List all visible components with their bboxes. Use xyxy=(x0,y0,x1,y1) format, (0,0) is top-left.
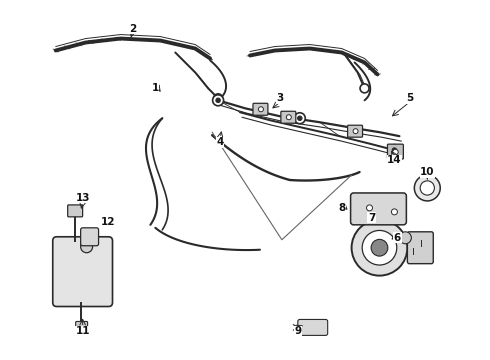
Text: 8: 8 xyxy=(338,203,345,213)
Circle shape xyxy=(415,175,440,201)
Circle shape xyxy=(392,148,396,152)
Text: 3: 3 xyxy=(276,93,284,103)
FancyBboxPatch shape xyxy=(53,237,113,306)
Circle shape xyxy=(297,116,302,121)
Circle shape xyxy=(389,145,400,156)
Text: 5: 5 xyxy=(406,93,413,103)
Text: 2: 2 xyxy=(129,24,136,33)
Circle shape xyxy=(294,113,305,124)
Circle shape xyxy=(213,95,223,106)
FancyBboxPatch shape xyxy=(281,111,296,123)
Text: 6: 6 xyxy=(394,233,401,243)
Circle shape xyxy=(392,209,397,215)
Circle shape xyxy=(399,232,412,244)
FancyBboxPatch shape xyxy=(388,144,403,159)
Text: 12: 12 xyxy=(101,217,116,227)
FancyBboxPatch shape xyxy=(347,125,363,137)
FancyBboxPatch shape xyxy=(350,193,406,225)
FancyBboxPatch shape xyxy=(75,321,88,333)
Circle shape xyxy=(214,94,222,103)
FancyBboxPatch shape xyxy=(81,228,98,246)
Text: 13: 13 xyxy=(75,193,90,203)
Text: 9: 9 xyxy=(294,327,301,336)
Circle shape xyxy=(286,115,292,120)
Circle shape xyxy=(420,181,435,195)
Circle shape xyxy=(81,241,93,253)
Text: 10: 10 xyxy=(420,167,435,177)
Text: 4: 4 xyxy=(217,137,224,147)
Text: 1: 1 xyxy=(152,84,159,93)
Circle shape xyxy=(353,129,358,134)
Circle shape xyxy=(367,205,372,211)
FancyBboxPatch shape xyxy=(253,103,268,115)
Text: 14: 14 xyxy=(387,155,402,165)
Circle shape xyxy=(362,230,397,265)
FancyBboxPatch shape xyxy=(68,205,83,217)
FancyBboxPatch shape xyxy=(298,319,328,336)
Circle shape xyxy=(360,84,369,93)
Circle shape xyxy=(371,239,388,256)
Circle shape xyxy=(258,107,264,112)
Circle shape xyxy=(216,98,220,103)
FancyBboxPatch shape xyxy=(407,232,433,264)
Text: 7: 7 xyxy=(368,213,375,223)
Circle shape xyxy=(392,149,398,155)
Text: 11: 11 xyxy=(75,327,90,336)
Circle shape xyxy=(352,220,407,276)
